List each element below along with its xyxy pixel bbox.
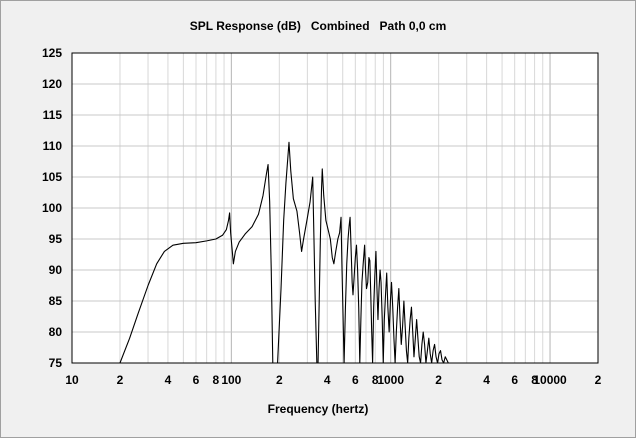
y-tick-label: 100 [42, 201, 62, 215]
y-tick-label: 120 [42, 77, 62, 91]
x-tick-label: 1000 [377, 373, 404, 387]
y-tick-label: 95 [49, 232, 63, 246]
x-tick-label: 4 [165, 373, 172, 387]
y-tick-label: 110 [43, 139, 63, 153]
x-tick-label: 8 [213, 373, 220, 387]
spl-response-line [119, 141, 449, 364]
y-tick-label: 125 [42, 46, 62, 60]
x-tick-label: 100 [221, 373, 241, 387]
x-tick-label: 4 [483, 373, 490, 387]
x-tick-label: 2 [276, 373, 283, 387]
x-tick-label: 6 [193, 373, 200, 387]
y-tick-label: 85 [49, 294, 63, 308]
chart-title: SPL Response (dB) Combined Path 0,0 cm [189, 19, 447, 33]
x-tick-label: 10000 [533, 373, 567, 387]
x-tick-label: 4 [324, 373, 331, 387]
plot-border [71, 52, 599, 364]
x-tick-label: 10 [65, 373, 79, 387]
x-tick-label: 6 [511, 373, 518, 387]
x-tick-label: 2 [117, 373, 124, 387]
x-tick-label: 8 [531, 373, 538, 387]
x-tick-label: 6 [352, 373, 359, 387]
y-tick-label: 75 [49, 356, 63, 370]
y-tick-label: 80 [49, 325, 63, 339]
x-tick-label: 2 [595, 373, 602, 387]
y-tick-label: 115 [43, 108, 63, 122]
y-tick-label: 90 [49, 263, 63, 277]
x-axis-label: Frequency (hertz) [267, 402, 369, 416]
y-tick-label: 105 [42, 170, 62, 184]
x-tick-label: 2 [435, 373, 442, 387]
x-tick-label: 8 [372, 373, 379, 387]
